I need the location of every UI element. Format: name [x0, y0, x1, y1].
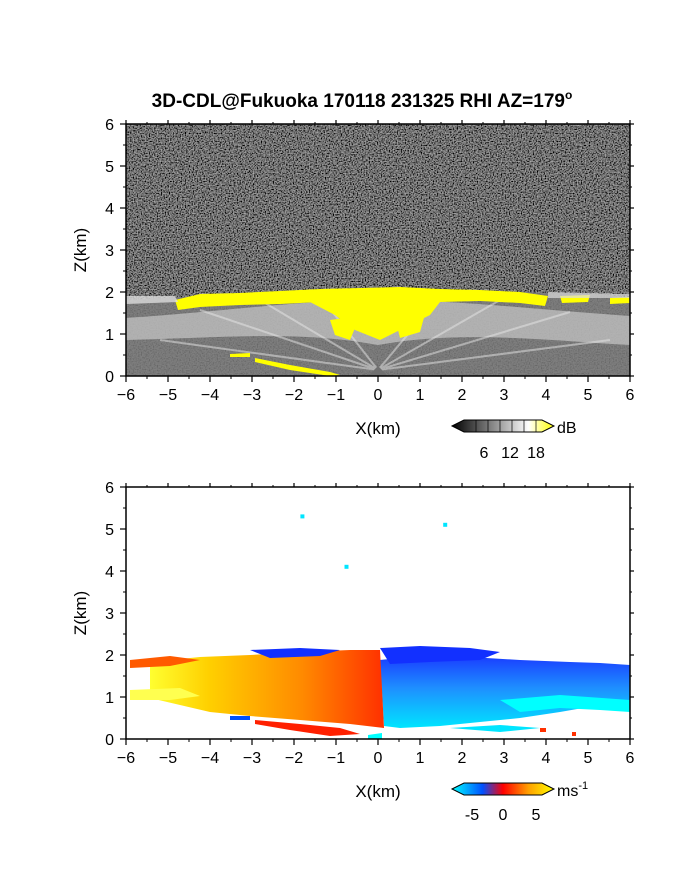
x-tick-label: 1 — [416, 387, 425, 404]
x-tick-label: 2 — [458, 387, 467, 404]
data-point — [443, 522, 448, 527]
x-tick-label: 6 — [626, 387, 635, 404]
y-tick-label: 2 — [105, 648, 114, 665]
y-tick-label: 0 — [105, 369, 114, 386]
colorbar-tick: 12 — [501, 445, 519, 462]
x-tick-label: 1 — [416, 750, 425, 767]
x-tick-label: −5 — [159, 387, 177, 404]
x-tick-label: −4 — [201, 387, 219, 404]
axes: −6 −5 −4 −3 −2 −1 0 1 2 3 4 5 6 0 1 2 3 4 5 6 — [105, 480, 634, 767]
x-tick-label: 3 — [500, 387, 509, 404]
x-tick-label: −2 — [285, 750, 303, 767]
x-tick-label: 0 — [374, 387, 383, 404]
x-tick-label: 6 — [626, 750, 635, 767]
y-tick-label: 3 — [105, 243, 114, 260]
x-tick-label: −3 — [243, 387, 261, 404]
reflectivity-field — [126, 124, 630, 376]
x-axis-label: X(km) — [355, 782, 400, 801]
velocity-panel: −6 −5 −4 −3 −2 −1 0 1 2 3 4 5 6 0 1 2 3 4 5 6 X(km) Z(km) m… — [71, 480, 635, 824]
y-tick-label: 5 — [105, 522, 114, 539]
y-tick-label: 4 — [105, 564, 114, 581]
y-tick-label: 0 — [105, 732, 114, 749]
y-tick-label: 2 — [105, 285, 114, 302]
axes: −6 −5 −4 −3 −2 −1 0 1 2 3 4 5 6 0 1 2 3 4 5 6 — [105, 117, 634, 404]
data-point — [300, 514, 305, 519]
colorbar-unit: dB — [557, 420, 577, 437]
y-tick-label: 1 — [105, 327, 114, 344]
x-tick-label: −4 — [201, 750, 219, 767]
y-axis-label: Z(km) — [71, 228, 90, 272]
x-tick-label: 5 — [584, 750, 593, 767]
colorbar-tick: 18 — [527, 445, 545, 462]
y-tick-label: 5 — [105, 159, 114, 176]
x-tick-label: 2 — [458, 750, 467, 767]
colorbar-tick: 0 — [499, 807, 508, 824]
x-tick-label: −3 — [243, 750, 261, 767]
x-tick-label: −1 — [327, 750, 345, 767]
x-tick-label: −6 — [117, 750, 135, 767]
y-tick-label: 1 — [105, 690, 114, 707]
colorbar-tick: 6 — [480, 445, 489, 462]
y-tick-label: 3 — [105, 606, 114, 623]
x-axis-label: X(km) — [355, 419, 400, 438]
chart-title: 3D-CDL@Fukuoka 170118 231325 RHI AZ=179o — [152, 88, 573, 112]
isolated-points — [300, 514, 448, 569]
x-tick-label: 4 — [542, 387, 551, 404]
data-point — [344, 564, 349, 569]
colorbar-unit: ms-1 — [557, 780, 588, 800]
colorbar-tick: 5 — [532, 807, 541, 824]
y-tick-label: 6 — [105, 117, 114, 134]
colorbar: ms-1 -5 0 5 — [450, 780, 588, 824]
x-tick-label: 4 — [542, 750, 551, 767]
x-tick-label: 5 — [584, 387, 593, 404]
x-tick-label: −6 — [117, 387, 135, 404]
x-tick-label: −2 — [285, 387, 303, 404]
velocity-field — [126, 487, 630, 739]
x-tick-label: 0 — [374, 750, 383, 767]
y-axis-label: Z(km) — [71, 591, 90, 635]
x-tick-label: −1 — [327, 387, 345, 404]
y-tick-label: 6 — [105, 480, 114, 497]
x-tick-label: 3 — [500, 750, 509, 767]
x-tick-label: −5 — [159, 750, 177, 767]
y-tick-label: 4 — [105, 201, 114, 218]
colorbar: dB 6 12 18 — [450, 419, 577, 462]
colorbar-tick: -5 — [465, 807, 479, 824]
